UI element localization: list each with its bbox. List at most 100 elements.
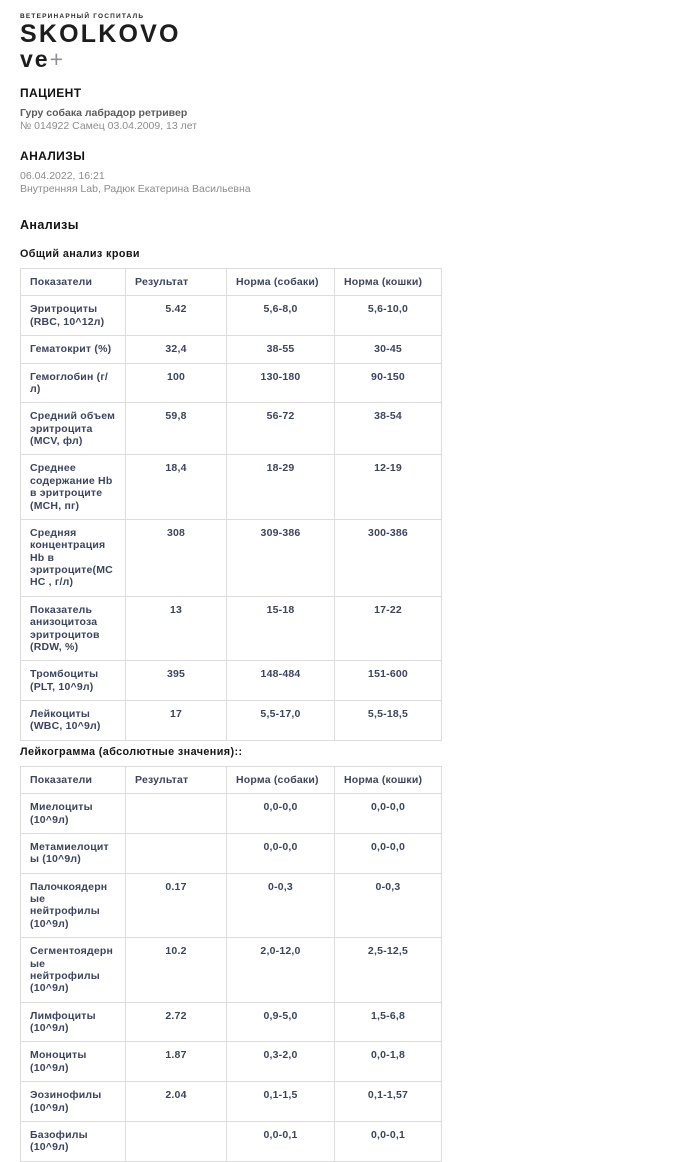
- table-row: Средняя концентрация Hb в эритроците(MCH…: [20, 518, 442, 597]
- value-cell: 5,5-17,0: [226, 700, 335, 741]
- table-row: Палочкоядерные нейтрофилы (10^9л) 0.17 0-0…: [20, 872, 442, 939]
- indicator-cell: Лимфоциты (10^9л): [20, 1001, 126, 1043]
- patient-name: Гуру собака лабрадор ретривер: [20, 107, 188, 119]
- analyses-meta-section: АНАЛИЗЫ 06.04.2022, 16:21 Внутренняя Lab…: [20, 149, 673, 197]
- indicator-cell: Миелоциты (10^9л): [20, 793, 126, 834]
- value-cell: 59,8: [125, 402, 227, 456]
- indicator-cell: Моноциты (10^9л): [20, 1041, 126, 1083]
- table-row: Эозинофилы (10^9л) 2.04 0,1-1,5 0,1-1,57: [20, 1081, 442, 1122]
- patient-details: № 014922 Самец 03.04.2009, 13 лет: [20, 120, 198, 133]
- cbc-table-title: Общий анализ крови: [20, 248, 140, 261]
- leukogram-table: Показатели Результат Норма (собаки) Норма (…: [20, 765, 442, 1162]
- value-cell: 0,0-0,0: [226, 793, 335, 834]
- table-header-row: Показатели Результат Норма (собаки) Норма (…: [20, 268, 442, 297]
- indicator-cell: Метамиелоциты (10^9л): [20, 832, 126, 874]
- logo-plus-icon: +: [49, 46, 66, 72]
- value-cell: 148-484: [226, 660, 335, 702]
- indicator-cell: Показатель анизоцитоза эритроцитов (RDW,…: [20, 595, 126, 662]
- value-cell: 395: [125, 660, 227, 702]
- indicator-cell: Гемоглобин (г/л): [20, 362, 126, 404]
- value-cell: 130-180: [226, 362, 335, 404]
- value-cell: 2,0-12,0: [226, 937, 335, 1003]
- value-cell: 300-386: [334, 518, 442, 597]
- value-cell: 5,6-8,0: [226, 295, 335, 337]
- column-header: Норма (собаки): [226, 268, 335, 297]
- indicator-cell: Эритроциты (RBC, 10^12л): [20, 295, 126, 337]
- value-cell: 38-55: [226, 335, 335, 364]
- value-cell: 0,0-0,0: [334, 793, 442, 834]
- value-cell: 30-45: [334, 335, 442, 364]
- value-cell: 0,3-2,0: [226, 1041, 335, 1083]
- cbc-table: Показатели Результат Норма (собаки) Норма (…: [20, 268, 442, 741]
- value-cell: [125, 832, 227, 874]
- value-cell: 90-150: [334, 362, 442, 404]
- analysis-datetime: 06.04.2022, 16:21: [20, 169, 105, 182]
- value-cell: 18-29: [226, 454, 335, 520]
- patient-section: ПАЦИЕНТ Гуру собака лабрадор ретривер № …: [20, 86, 673, 134]
- table-row: Метамиелоциты (10^9л) 0,0-0,0 0,0-0,0: [20, 832, 442, 874]
- value-cell: 13: [125, 595, 227, 662]
- table-row: Гемоглобин (г/л) 100 130-180 90-150: [20, 362, 442, 404]
- value-cell: 0,0-0,1: [334, 1120, 442, 1162]
- indicator-cell: Сегментоядерные нейтрофилы (10^9л): [20, 937, 126, 1003]
- leukogram-table-title: Лейкограмма (абсолютные значения)::: [20, 745, 243, 758]
- value-cell: 151-600: [334, 660, 442, 702]
- value-cell: 2.04: [125, 1081, 227, 1122]
- table-row: Миелоциты (10^9л) 0,0-0,0 0,0-0,0: [20, 793, 442, 834]
- analysis-lab-line: Внутренняя Lab, Радюк Екатерина Васильев…: [20, 183, 251, 196]
- indicator-cell: Среднее содержание Hb в эритроците (MCH,…: [20, 454, 126, 520]
- leukogram-table-section: Лейкограмма (абсолютные значения):: Пока…: [20, 746, 673, 1162]
- table-row: Средний объем эритроцита (MCV, фл) 59,8 56…: [20, 402, 442, 456]
- value-cell: 18,4: [125, 454, 227, 520]
- table-row: Среднее содержание Hb в эритроците (MCH,…: [20, 454, 442, 520]
- value-cell: 0,0-0,0: [334, 832, 442, 874]
- table-row: Показатель анизоцитоза эритроцитов (RDW,…: [20, 595, 442, 662]
- table-row: Базофилы (10^9л) 0,0-0,1 0,0-0,1: [20, 1120, 442, 1162]
- value-cell: 1,5-6,8: [334, 1001, 442, 1043]
- value-cell: 0.17: [125, 872, 227, 939]
- indicator-cell: Средний объем эритроцита (MCV, фл): [20, 402, 126, 456]
- column-header: Результат: [125, 765, 227, 795]
- value-cell: 100: [125, 362, 227, 404]
- value-cell: 17-22: [334, 595, 442, 662]
- value-cell: 5,6-10,0: [334, 295, 442, 337]
- value-cell: 5,5-18,5: [334, 700, 442, 741]
- logo-submark-text: ve: [20, 46, 50, 72]
- value-cell: 0,0-0,1: [226, 1120, 335, 1162]
- cbc-table-section: Общий анализ крови Показатели Результат Но…: [20, 248, 673, 741]
- table-row: Моноциты (10^9л) 1.87 0,3-2,0 0,0-1,8: [20, 1041, 442, 1083]
- value-cell: 0,0-1,8: [334, 1041, 442, 1083]
- value-cell: 1.87: [125, 1041, 227, 1083]
- clinic-logo: ВЕТЕРИНАРНЫЙ ГОСПИТАЛЬ SKOLKOVO ve+: [20, 13, 673, 71]
- value-cell: 0,0-0,0: [226, 832, 335, 874]
- table-row: Гематокрит (%) 32,4 38-55 30-45: [20, 335, 442, 364]
- value-cell: 0-0,3: [334, 872, 442, 939]
- indicator-cell: Гематокрит (%): [20, 335, 126, 364]
- value-cell: 10.2: [125, 937, 227, 1003]
- analyses-section-title: АНАЛИЗЫ: [20, 148, 86, 163]
- value-cell: 38-54: [334, 402, 442, 456]
- value-cell: 2,5-12,5: [334, 937, 442, 1003]
- value-cell: 5.42: [125, 295, 227, 337]
- indicator-cell: Палочкоядерные нейтрофилы (10^9л): [20, 872, 126, 939]
- indicator-cell: Тромбоциты (PLT, 10^9л): [20, 660, 126, 702]
- value-cell: [125, 1120, 227, 1162]
- table-header-row: Показатели Результат Норма (собаки) Норма (…: [20, 765, 442, 795]
- indicator-cell: Средняя концентрация Hb в эритроците(MCH…: [20, 518, 126, 597]
- value-cell: 12-19: [334, 454, 442, 520]
- value-cell: [125, 793, 227, 834]
- column-header: Норма (собаки): [226, 765, 335, 795]
- patient-section-title: ПАЦИЕНТ: [20, 86, 82, 100]
- logo-wordmark: SKOLKOVO: [20, 20, 181, 48]
- value-cell: 308: [125, 518, 227, 597]
- value-cell: 0,9-5,0: [226, 1001, 335, 1043]
- table-row: Тромбоциты (PLT, 10^9л) 395 148-484 151-600: [20, 660, 442, 702]
- value-cell: 309-386: [226, 518, 335, 597]
- table-row: Лейкоциты (WBC, 10^9л) 17 5,5-17,0 5,5-18,5: [20, 700, 442, 741]
- value-cell: 56-72: [226, 402, 335, 456]
- value-cell: 17: [125, 700, 227, 741]
- value-cell: 15-18: [226, 595, 335, 662]
- value-cell: 0-0,3: [226, 872, 335, 939]
- table-row: Сегментоядерные нейтрофилы (10^9л) 10.2 2,…: [20, 937, 442, 1003]
